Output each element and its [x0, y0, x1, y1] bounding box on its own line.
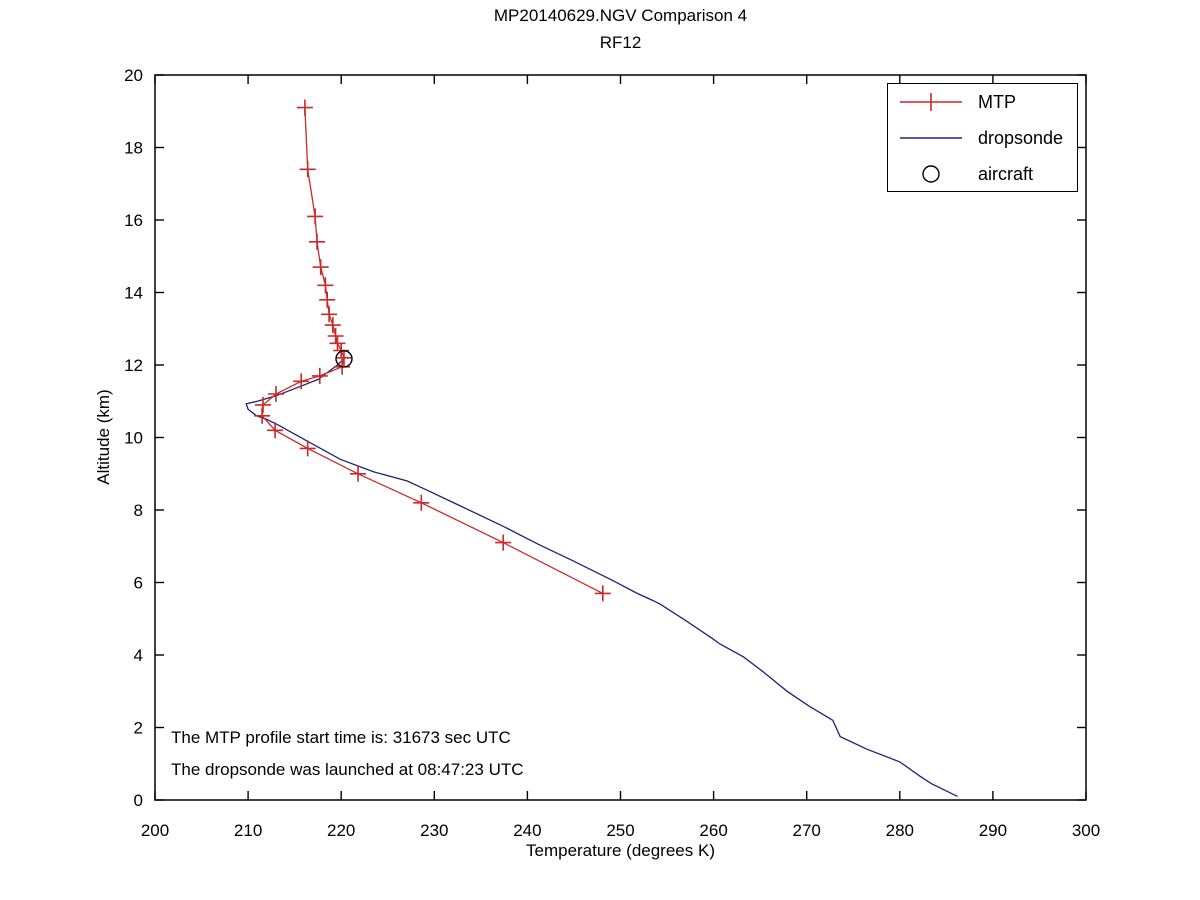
x-axis-label: Temperature (degrees K) — [526, 841, 715, 860]
y-tick-label: 18 — [124, 139, 143, 158]
y-tick-label: 10 — [124, 429, 143, 448]
legend-label-dropsonde: dropsonde — [978, 127, 1064, 148]
legend-label-aircraft: aircraft — [978, 163, 1034, 184]
legend-row-mtp: MTP — [888, 84, 1077, 120]
aircraft-circle-symbol — [922, 165, 940, 183]
x-tick-label: 220 — [327, 821, 355, 840]
dropsonde-line-symbol — [900, 137, 962, 139]
legend-row-aircraft: aircraft — [888, 156, 1077, 192]
x-tick-label: 240 — [513, 821, 541, 840]
legend: MTP dropsonde aircraft — [887, 83, 1078, 192]
title-block: MP20140629.NGV Comparison 4 RF12 — [155, 6, 1086, 53]
x-tick-label: 280 — [886, 821, 914, 840]
mtp-line-symbol — [900, 93, 962, 111]
aircraft-marker — [335, 350, 353, 368]
x-tick-label: 200 — [141, 821, 169, 840]
y-tick-label: 6 — [134, 574, 143, 593]
plot-frame — [154, 74, 1087, 801]
legend-row-dropsonde: dropsonde — [888, 120, 1077, 156]
dropsonde-line — [245, 357, 958, 797]
mtp-line — [261, 107, 604, 594]
tick-labels: 200 210 220 230 240 250 260 270 280 290 300 0 2 4 6 8 10… — [124, 66, 1100, 840]
x-tick-label: 290 — [979, 821, 1007, 840]
x-tick-label: 270 — [793, 821, 821, 840]
chart-title: MP20140629.NGV Comparison 4 — [493, 6, 748, 25]
y-tick-label: 8 — [134, 501, 143, 520]
annotation-mtp-start-time: The MTP profile start time is: 31673 sec… — [171, 728, 511, 747]
x-tick-label: 260 — [699, 821, 727, 840]
data-series — [245, 99, 958, 797]
chart-subtitle: RF12 — [599, 33, 642, 52]
x-tick-label: 230 — [420, 821, 448, 840]
x-tick-label: 210 — [234, 821, 262, 840]
y-tick-label: 16 — [124, 211, 143, 230]
y-tick-label: 0 — [134, 791, 143, 810]
annotation-dropsonde-launch: The dropsonde was launched at 08:47:23 U… — [171, 760, 524, 779]
x-tick-label: 300 — [1072, 821, 1100, 840]
y-tick-label: 4 — [134, 646, 143, 665]
y-tick-label: 20 — [124, 66, 143, 85]
y-tick-label: 14 — [124, 284, 143, 303]
legend-label-mtp: MTP — [978, 91, 1016, 112]
y-axis-label: Altitude (km) — [94, 389, 113, 485]
x-tick-label: 250 — [606, 821, 634, 840]
y-tick-label: 2 — [134, 719, 143, 738]
y-tick-label: 12 — [124, 356, 143, 375]
mtp-plus-markers — [254, 99, 611, 602]
